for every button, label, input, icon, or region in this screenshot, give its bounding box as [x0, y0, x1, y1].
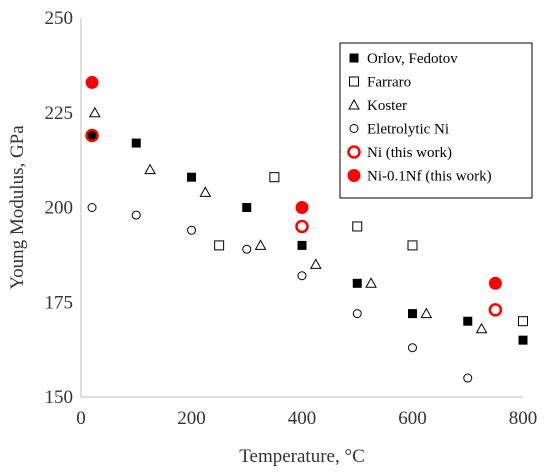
data-point [297, 271, 307, 281]
data-point [518, 316, 528, 327]
legend-marker [347, 145, 361, 159]
data-point [199, 186, 212, 197]
data-point [408, 343, 417, 353]
legend-label: Eletrolytic Ni [367, 122, 449, 138]
x-tick-label: 0 [76, 408, 86, 429]
data-point [187, 225, 196, 235]
y-tick-label: 250 [45, 8, 74, 29]
legend-label: Farraro [367, 75, 411, 91]
legend-marker [347, 169, 361, 182]
legend-label: Ni (this work) [367, 145, 452, 161]
legend-marker [349, 53, 359, 63]
x-axis-label: Temperature, °C [239, 446, 365, 467]
y-tick-label: 150 [45, 387, 74, 408]
data-point [420, 307, 433, 319]
data-point [463, 316, 473, 326]
legend-item: Farraro [349, 75, 411, 91]
x-tick-label: 600 [398, 408, 427, 429]
data-point [269, 172, 280, 183]
data-point [214, 240, 225, 251]
data-point [518, 335, 528, 345]
data-point [407, 240, 418, 251]
legend-label: Ni-0.1Nf (this work) [367, 169, 492, 185]
data-point [144, 163, 156, 175]
legend-item: Orlov, Fedotov [349, 51, 458, 67]
data-point [87, 203, 97, 212]
series-5 [85, 75, 502, 290]
series-2 [88, 106, 488, 334]
legend-item: Ni (this work) [347, 145, 452, 161]
y-axis-label: Young Modulus, GPa [7, 125, 28, 290]
tick-labels: 0 200 400 600 800 150 175 200 225 250 [45, 8, 538, 429]
data-point [131, 138, 141, 148]
data-point [365, 277, 377, 288]
legend-label: Orlov, Fedotov [367, 51, 458, 67]
legend: Orlov, Fedotov Farraro Koster Eletrolytic N… [339, 42, 533, 199]
data-point [85, 128, 99, 143]
data-point [242, 244, 252, 254]
data-point [295, 219, 309, 234]
legend-box [339, 42, 533, 199]
data-point [463, 373, 473, 383]
data-point [309, 258, 322, 269]
data-point [85, 75, 99, 89]
data-points [85, 75, 528, 383]
legend-label: Koster [367, 98, 407, 114]
data-point [297, 240, 307, 250]
series-3 [87, 203, 473, 383]
x-tick-label: 400 [288, 408, 317, 429]
data-point [295, 201, 309, 214]
series-0 [87, 130, 528, 345]
data-point [475, 322, 488, 334]
series-4 [85, 128, 503, 317]
legend-item: Ni-0.1Nf (this work) [347, 169, 492, 185]
legend-marker [349, 76, 359, 87]
legend-marker [348, 98, 360, 110]
x-tick-label: 800 [509, 408, 538, 429]
data-point [408, 309, 417, 319]
legend-marker [349, 124, 359, 133]
data-point [88, 106, 101, 118]
y-tick-label: 225 [45, 103, 74, 124]
data-point [352, 278, 362, 288]
axes [80, 18, 523, 398]
data-point [488, 303, 503, 317]
data-point [352, 221, 363, 232]
data-point [488, 276, 502, 290]
y-tick-label: 175 [45, 292, 74, 313]
data-point [254, 239, 267, 250]
y-tick-label: 200 [45, 198, 74, 219]
legend-item: Eletrolytic Ni [349, 122, 449, 138]
legend-item: Koster [348, 98, 407, 114]
data-point [187, 172, 196, 182]
data-point [131, 210, 141, 220]
x-tick-label: 200 [177, 408, 206, 429]
data-point [352, 309, 362, 319]
data-point [242, 203, 252, 212]
data-point [87, 130, 97, 140]
series-1 [214, 172, 528, 327]
